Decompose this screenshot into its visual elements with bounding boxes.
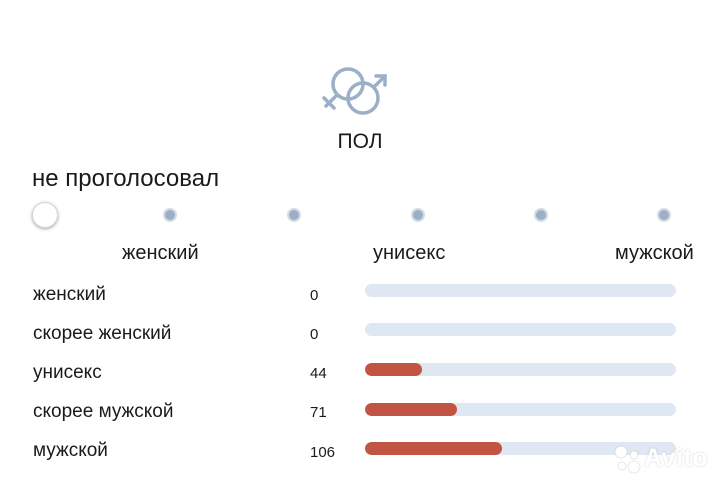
result-count-unisex: 44 <box>310 365 327 382</box>
scale-point-5[interactable] <box>534 208 548 222</box>
gender-symbols-icon <box>318 60 394 128</box>
result-count-male: 106 <box>310 444 336 461</box>
result-bar-mostly-female <box>365 323 676 336</box>
result-label-female: женский <box>33 284 106 305</box>
result-label-mostly-female: скорее женский <box>33 323 172 344</box>
scale-label-left: женский <box>122 242 199 264</box>
result-count-mostly-male: 71 <box>310 404 327 421</box>
section-title: ПОЛ <box>337 130 383 153</box>
avito-watermark-text: Avito <box>644 444 709 472</box>
scale-point-4[interactable] <box>411 208 425 222</box>
result-bar-fill-mostly-male <box>365 403 457 416</box>
scale-point-6[interactable] <box>657 208 671 222</box>
result-bar-fill-unisex <box>365 363 423 376</box>
result-label-mostly-male: скорее мужской <box>33 401 174 422</box>
avito-watermark: Avito <box>612 444 712 474</box>
result-count-female: 0 <box>310 287 319 304</box>
scale-label-middle: унисекс <box>373 242 446 264</box>
result-label-unisex: унисекс <box>33 362 102 383</box>
result-bar-mostly-male <box>365 403 676 416</box>
result-count-mostly-female: 0 <box>310 326 319 343</box>
scale-point-1-selected[interactable] <box>32 202 58 228</box>
scale-point-2[interactable] <box>163 208 177 222</box>
result-bar-male <box>365 442 676 455</box>
result-label-male: мужской <box>33 440 108 461</box>
result-bar-unisex <box>365 363 676 376</box>
avito-logo-icon <box>614 445 641 474</box>
vote-status: не проголосовал <box>32 165 220 192</box>
scale-label-right: мужской <box>615 242 694 264</box>
result-bar-fill-male <box>365 442 503 455</box>
scale-point-3[interactable] <box>287 208 301 222</box>
result-bar-female <box>365 284 676 297</box>
